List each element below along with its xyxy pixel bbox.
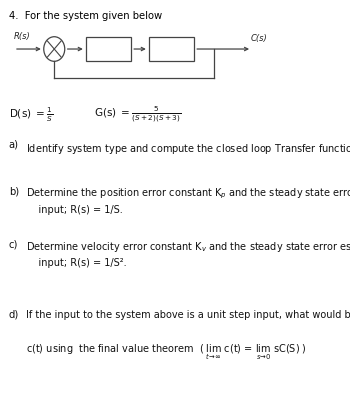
Text: d): d) [9,309,19,319]
Text: G(S): G(S) [162,45,181,54]
Text: D(s): D(s) [100,45,117,54]
Text: c(t) using  the final value theorem  ( $\lim_{t \to \infty}$ c(t) $=$ $\lim_{s \: c(t) using the final value theorem ( $\l… [26,342,307,361]
Text: D(s) $= \frac{1}{S}$: D(s) $= \frac{1}{S}$ [9,105,53,124]
Text: G(s) $= \frac{5}{(S+2)(S+3)}$: G(s) $= \frac{5}{(S+2)(S+3)}$ [94,105,182,124]
Text: Determine velocity error constant K$_v$ and the steady state error ess for unit : Determine velocity error constant K$_v$ … [26,239,350,267]
Text: Determine the position error constant K$_p$ and the steady state error e$_{ss}$ : Determine the position error constant K$… [26,186,350,214]
Text: 4.  For the system given below: 4. For the system given below [9,11,162,21]
Text: Identify system type and compute the closed loop Transfer function, $\frac{C(S)}: Identify system type and compute the clo… [26,139,350,160]
Text: If the input to the system above is a unit step input, what would be the final v: If the input to the system above is a un… [26,309,350,319]
Bar [86,38,131,62]
Text: C(s): C(s) [250,34,267,43]
Bar [149,38,194,62]
Text: R(s): R(s) [14,32,31,41]
Text: c): c) [9,239,18,249]
Text: a): a) [9,139,19,149]
Text: b): b) [9,186,19,196]
